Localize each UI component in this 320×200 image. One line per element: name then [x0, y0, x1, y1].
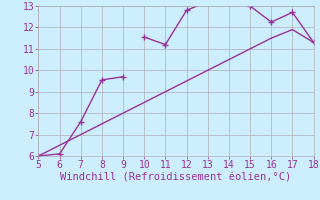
X-axis label: Windchill (Refroidissement éolien,°C): Windchill (Refroidissement éolien,°C) [60, 173, 292, 183]
